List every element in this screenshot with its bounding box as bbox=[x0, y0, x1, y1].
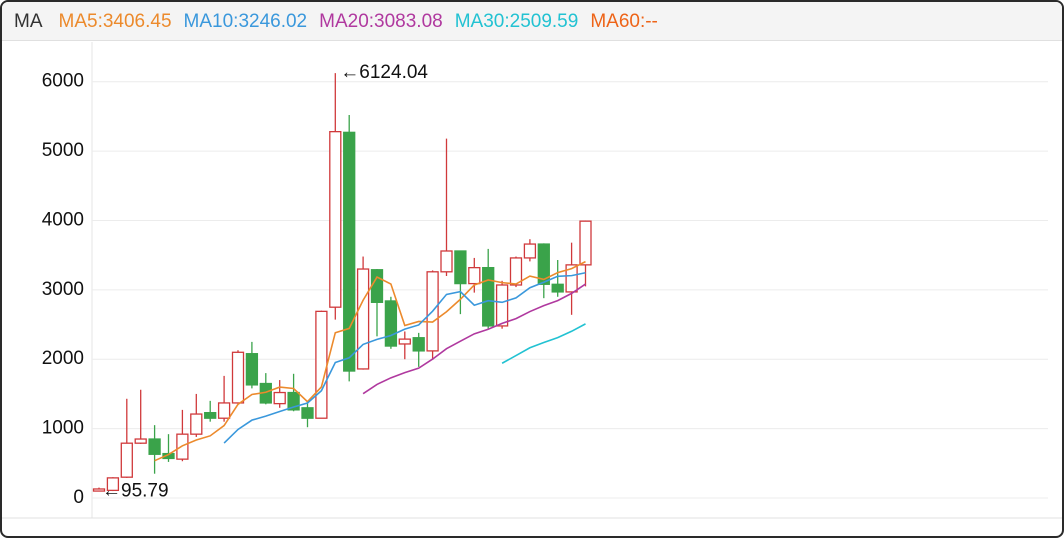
candle-body bbox=[120, 442, 133, 478]
y-tick-label: 3000 bbox=[42, 279, 84, 300]
candle-body bbox=[523, 243, 537, 259]
candle-body bbox=[287, 391, 300, 411]
candle-body bbox=[412, 337, 425, 352]
candle-body bbox=[343, 131, 356, 372]
ma-line bbox=[501, 323, 586, 364]
candle-body bbox=[92, 488, 106, 492]
candle-body bbox=[329, 130, 342, 308]
candle-body bbox=[106, 477, 120, 492]
candle-body bbox=[440, 250, 453, 273]
indicator-header: MA MA5:3406.45 MA10:3246.02 MA20:3083.08 MA3… bbox=[2, 2, 1062, 41]
candle-body bbox=[398, 338, 411, 345]
max-annotation: ←6124.04 bbox=[340, 62, 428, 83]
candle-body bbox=[482, 266, 495, 327]
min-annotation: ←95.79 bbox=[102, 480, 169, 501]
legend-entry: MA30:2509.59 bbox=[454, 11, 579, 32]
candle-body bbox=[148, 438, 161, 455]
candle-body bbox=[370, 269, 384, 303]
candle-body bbox=[204, 412, 217, 419]
y-tick-label: 2000 bbox=[42, 348, 84, 369]
candle-body bbox=[384, 300, 398, 347]
candle-body bbox=[301, 407, 314, 419]
legend-entry: MA10:3246.02 bbox=[183, 11, 308, 32]
candle-body bbox=[551, 283, 564, 293]
y-tick-label: 0 bbox=[73, 487, 84, 508]
candle-body bbox=[190, 413, 203, 435]
y-tick-label: 4000 bbox=[42, 209, 84, 230]
ma-line bbox=[223, 271, 586, 444]
candle-body bbox=[356, 268, 370, 370]
y-tick-label: 5000 bbox=[42, 140, 84, 161]
legend-title: MA bbox=[14, 11, 43, 32]
legend-entry: MA5:3406.45 bbox=[58, 11, 172, 32]
candle-body bbox=[509, 257, 523, 286]
candle-body bbox=[565, 264, 578, 293]
candle-body bbox=[134, 438, 147, 444]
candle-body bbox=[231, 351, 245, 404]
legend-entry: MA60:-- bbox=[590, 11, 658, 32]
legend-entry: MA20:3083.08 bbox=[319, 11, 443, 32]
candle-body bbox=[273, 391, 286, 405]
candle-body bbox=[217, 402, 231, 419]
candle-body bbox=[162, 452, 175, 460]
candle-body bbox=[454, 250, 467, 285]
candle-body bbox=[495, 284, 509, 327]
candle-body bbox=[579, 220, 592, 266]
ma-line bbox=[154, 260, 586, 462]
candle-body bbox=[468, 266, 481, 285]
candle-body bbox=[537, 243, 550, 285]
candle-body bbox=[245, 353, 259, 386]
candle-body bbox=[315, 310, 328, 419]
ma-line bbox=[362, 283, 586, 395]
y-tick-label: 6000 bbox=[42, 71, 84, 92]
y-tick-label: 1000 bbox=[42, 418, 84, 439]
